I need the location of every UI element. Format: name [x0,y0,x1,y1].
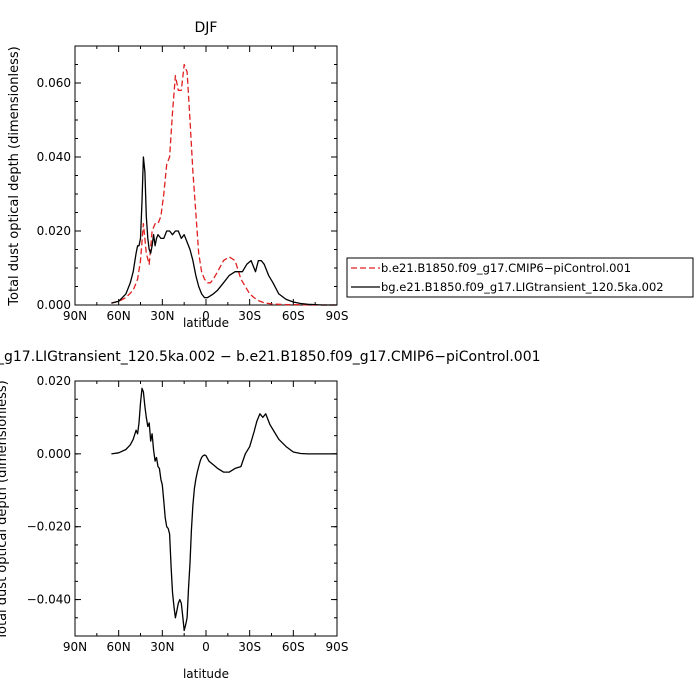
bottom-series-0-line [111,387,337,632]
top-x-tick-label: 30S [238,309,261,323]
bottom-x-tick-label: 30S [238,640,261,654]
legend-label-0: b.e21.B1850.f09_g17.CMIP6−piControl.001 [381,261,631,275]
bottom-x-tick-label: 90N [63,640,87,654]
top-series-0-line [111,63,337,306]
top-x-tick-label: 0 [202,309,210,323]
bottom-panel: bg.e21.B1850.f09_g17.LIGtransient_120.5k… [0,349,541,681]
bottom-y-axis-label: Total dust optical depth (dimensionless) [0,380,10,640]
top-y-axis-label: Total dust optical depth (dimensionless) [7,46,22,306]
bottom-x-tick-label: 60N [107,640,131,654]
bottom-y-tick-label: −0.020 [27,520,71,534]
top-series-1-line [111,156,337,306]
bottom-y-tick-label: 0.020 [37,374,71,388]
top-x-tick-label: 60S [282,309,305,323]
bottom-x-tick-label: 90S [326,640,349,654]
bottom-y-tick-label: 0.000 [37,447,71,461]
top-chart-title: DJF [195,20,218,36]
top-y-tick-label: 0.040 [37,150,71,164]
bottom-y-tick-label: −0.040 [27,593,71,607]
top-y-tick-label: 0.020 [37,224,71,238]
bottom-x-tick-label: 0 [202,640,210,654]
top-y-tick-label: 0.000 [37,298,71,312]
top-x-tick-label: 90S [326,309,349,323]
top-x-axis-label: latitude [183,316,229,330]
top-x-tick-label: 30N [150,309,174,323]
bottom-x-tick-label: 30N [150,640,174,654]
legend-label-1: bg.e21.B1850.f09_g17.LIGtransient_120.5k… [381,280,664,294]
top-x-tick-label: 60N [107,309,131,323]
bottom-x-axis-label: latitude [183,667,229,681]
top-plot-frame [74,45,338,306]
top-x-tick-label: 90N [63,309,87,323]
top-y-tick-label: 0.060 [37,76,71,90]
top-plot-area: 90N 60N 30N 0 30S 60S 90S 0.000 0.020 0.040 0.060 [37,45,349,323]
bottom-chart-title: bg.e21.B1850.f09_g17.LIGtransient_120.5k… [0,349,541,365]
bottom-x-tick-label: 60S [282,640,305,654]
bottom-plot-frame [74,380,338,637]
top-panel: DJF 90N 60N 30N 0 30S 60S 90S 0.000 0.020 0.040 0.… [7,20,348,330]
bottom-plot-area: 90N 60N 30N 0 30S 60S 90S −0.040 −0.020 0.000 0.02… [27,374,349,654]
legend: b.e21.B1850.f09_g17.CMIP6−piControl.001b… [346,257,694,298]
legend-box [346,257,694,298]
